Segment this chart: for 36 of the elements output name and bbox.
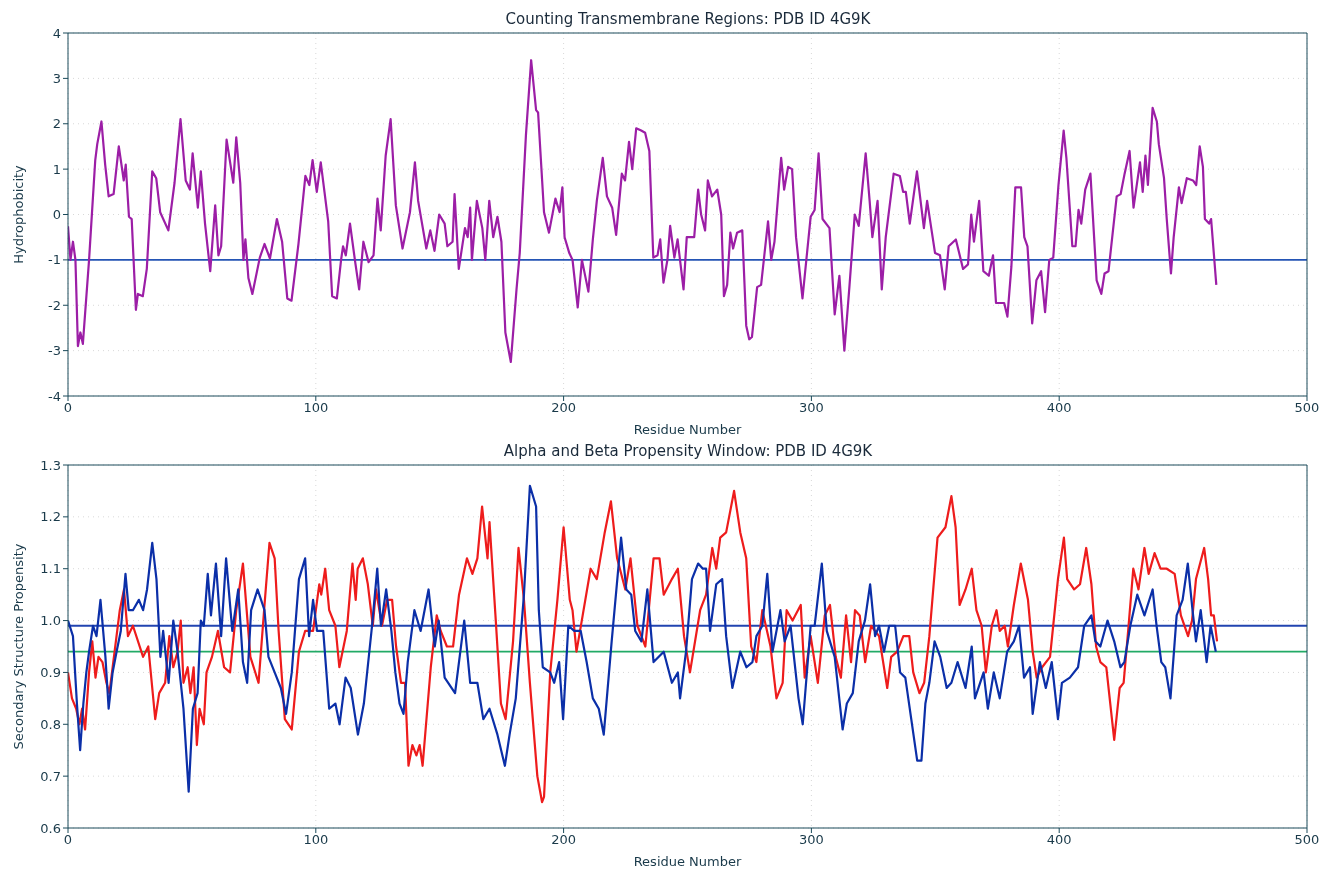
x-axis-title: Residue Number: [633, 422, 742, 437]
y-tick-label: 0.6: [40, 820, 61, 836]
x-tick-label: 500: [1294, 400, 1320, 416]
y-axis-title: Secondary Structure Propensity: [10, 543, 26, 750]
y-tick-label: 0.8: [40, 716, 61, 732]
y-tick-label: -4: [48, 388, 61, 404]
x-tick-label: 200: [551, 400, 577, 416]
y-tick-label: 0.9: [40, 665, 61, 681]
y-tick-label: 1.1: [40, 561, 61, 577]
y-tick-label: -2: [48, 297, 61, 313]
y-tick-label: 2: [52, 116, 61, 132]
y-tick-label: 3: [52, 70, 61, 86]
y-tick-label: 1: [52, 161, 61, 177]
y-tick-label: -3: [48, 343, 61, 359]
x-tick-label: 300: [798, 400, 824, 416]
y-tick-label: -1: [48, 252, 61, 268]
x-tick-label: 100: [303, 400, 329, 416]
y-tick-label: 4: [52, 25, 61, 41]
y-tick-label: 1.3: [40, 457, 61, 473]
x-tick-label: 500: [1294, 832, 1320, 848]
x-tick-label: 300: [798, 832, 824, 848]
x-tick-label: 100: [303, 832, 329, 848]
line-series: [68, 59, 1218, 364]
x-tick-label: 0: [63, 400, 73, 416]
chart-title: Counting Transmembrane Regions: PDB ID 4G9K: [504, 10, 872, 28]
x-tick-label: 0: [63, 832, 73, 848]
y-tick-label: 1.2: [40, 509, 61, 525]
x-axis-title: Residue Number: [633, 854, 742, 869]
x-tick-label: 200: [551, 832, 577, 848]
x-tick-label: 400: [1046, 832, 1072, 848]
y-tick-label: 0.7: [40, 768, 61, 784]
x-tick-label: 400: [1046, 400, 1072, 416]
y-tick-label: 1.0: [40, 613, 61, 629]
chart-title: Alpha and Beta Propensity Window: PDB ID 4G9K: [502, 442, 874, 460]
y-tick-label: 0: [52, 207, 61, 223]
y-axis-title: Hydrophobicity: [10, 164, 26, 264]
